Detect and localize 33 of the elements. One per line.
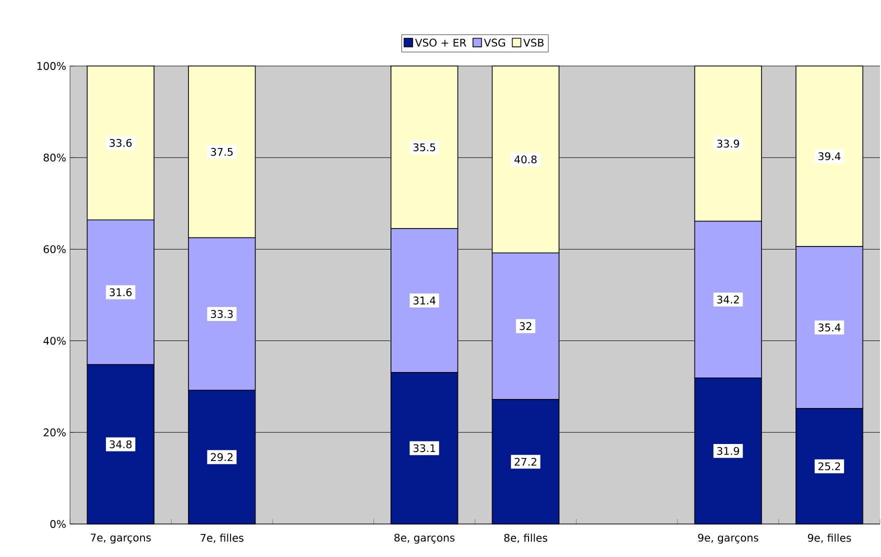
data-label: 35.4 (818, 324, 840, 332)
data-label: 25.2 (818, 462, 840, 470)
x-tick-label: 8e, garçons (394, 534, 455, 544)
data-label: 34.2 (717, 296, 739, 304)
data-label: 33.9 (717, 140, 740, 148)
data-label: 31.9 (717, 446, 740, 455)
data-label: 33.3 (210, 310, 233, 318)
y-tick-label: 20% (44, 428, 66, 436)
data-label: 33.1 (413, 444, 436, 452)
x-tick-label: 8e, filles (504, 534, 548, 543)
data-label: 40.8 (514, 155, 537, 164)
y-tick-label: 40% (43, 336, 66, 345)
data-label: 34.8 (110, 440, 132, 448)
data-label: 29.2 (210, 453, 233, 462)
data-label: 32 (520, 322, 532, 330)
data-label: 33.6 (110, 138, 132, 147)
y-tick-label: 80% (44, 154, 66, 162)
data-label: 31.6 (110, 288, 132, 296)
data-label: 27.2 (514, 458, 536, 466)
data-label: 31.4 (413, 296, 436, 304)
x-tick-label: 9e, garçons (698, 534, 758, 544)
x-tick-label: 9e, filles (808, 534, 851, 543)
y-tick-label: 0% (50, 520, 66, 528)
legend-label: VSO + ER (415, 38, 466, 47)
y-tick-label: 100% (37, 62, 66, 70)
data-label: 39.4 (818, 152, 840, 160)
legend-label: VSB (523, 38, 544, 47)
x-tick-label: 7e, filles (200, 534, 244, 543)
y-tick-label: 60% (44, 245, 66, 254)
x-tick-label: 7e, garçons (90, 534, 151, 544)
legend-label: VSG (484, 38, 506, 47)
data-label: 35.5 (413, 143, 436, 152)
data-label: 37.5 (210, 148, 233, 156)
